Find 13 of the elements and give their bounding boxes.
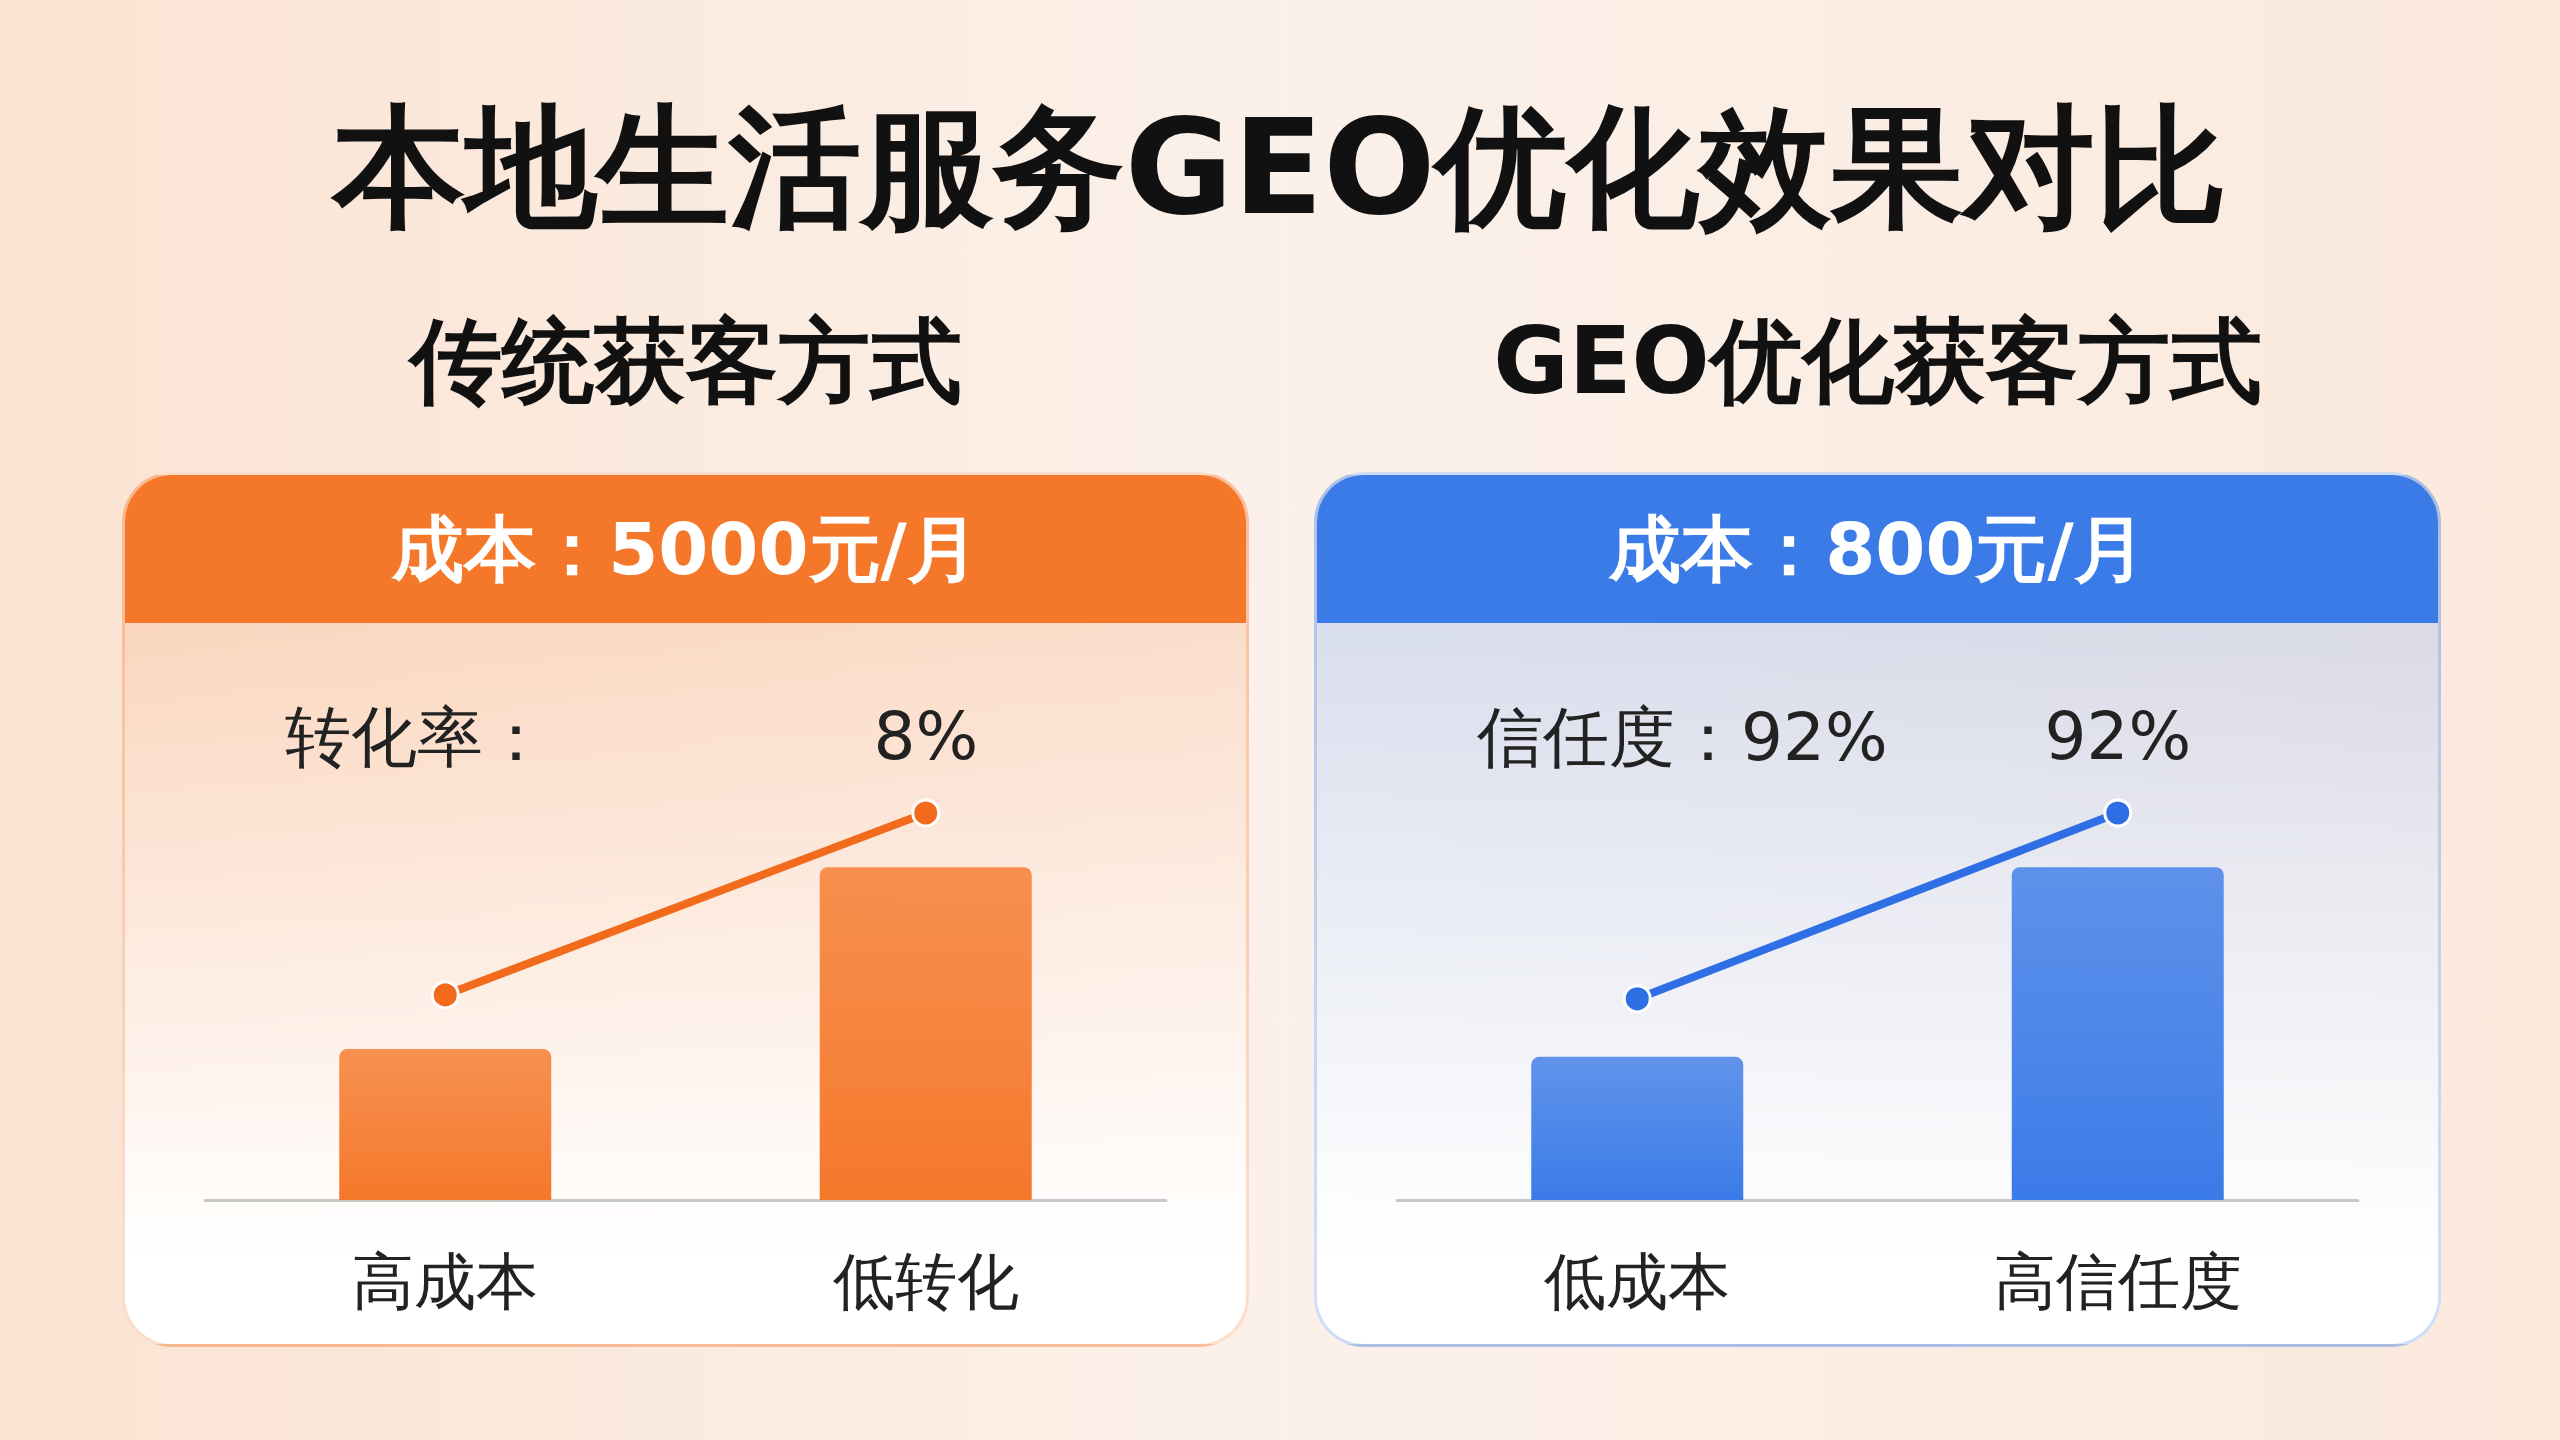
chart-title: 传统获客方式 xyxy=(406,307,963,417)
annotation: 8% xyxy=(873,697,979,775)
annotation: 92% xyxy=(2044,697,2192,775)
chart-subtitle: 成本：5000元/月 xyxy=(125,475,1246,623)
chart-subtitle: 成本：800元/月 xyxy=(1317,475,2438,623)
text: 信任度：92% xyxy=(1477,698,1888,778)
text: 本地生活服务GEO优化效果对比 xyxy=(329,89,2229,246)
x-tick-label: 高成本 xyxy=(352,1244,539,1318)
text: 转化率： xyxy=(285,698,549,778)
x-tick-label: 低转化 xyxy=(832,1244,1019,1318)
x-tick-label: 高信任度 xyxy=(1993,1244,2242,1318)
chart-title: GEO优化获客方式 xyxy=(1492,307,2263,417)
x-tick-label: 低成本 xyxy=(1544,1244,1731,1318)
